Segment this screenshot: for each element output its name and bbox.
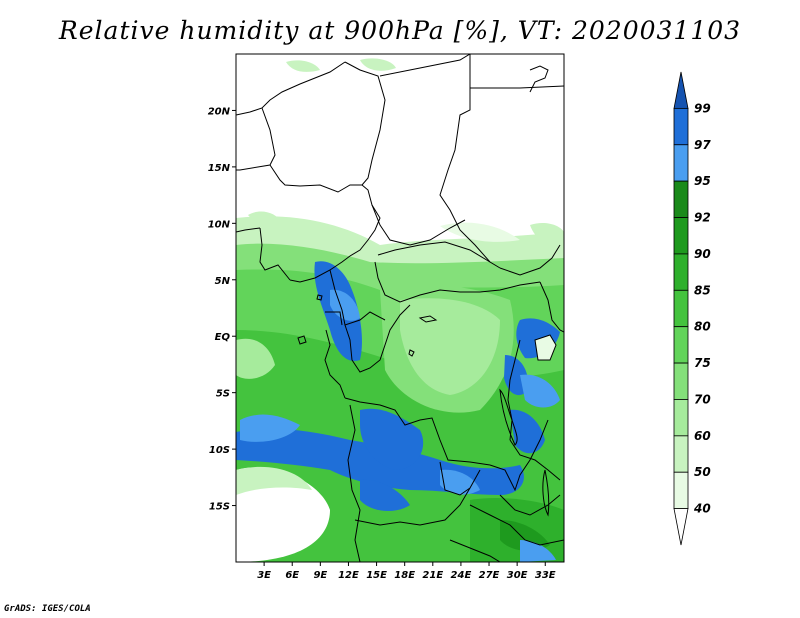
chart-title: Relative humidity at 900hPa [%], VT: 202…: [58, 16, 742, 45]
lon-tick-label: 33E: [535, 570, 556, 581]
colorbar-level-label: 95: [694, 174, 711, 188]
latitude-axis: 20N 15N 10N 5N EQ 5S 10S 15S: [208, 106, 236, 513]
lon-tick-label: 24E: [451, 570, 472, 581]
colorbar-level-label: 40: [693, 502, 711, 516]
colorbar-level-label: 75: [694, 356, 711, 370]
lon-tick-label: 27E: [479, 570, 500, 581]
longitude-axis: 3E 6E 9E 12E 15E 18E 21E 24E 27E 30E 33E: [257, 562, 556, 581]
lon-tick-label: 3E: [257, 570, 271, 581]
lat-tick-label: 5S: [216, 389, 230, 400]
country-borders: [236, 54, 564, 562]
colorbar-swatch: [673, 217, 689, 255]
colorbar-swatch: [673, 362, 689, 400]
lat-tick-label: 10N: [208, 219, 231, 230]
colorbar-swatch: [673, 107, 689, 146]
colorbar-level-label: 90: [694, 247, 711, 261]
map-frame: [235, 53, 565, 563]
software-credit: GrADS: IGES/COLA: [4, 604, 91, 614]
colorbar-swatch: [673, 471, 689, 510]
colorbar-level-label: 80: [694, 320, 711, 334]
lat-tick-label: 15S: [209, 502, 230, 513]
colorbar-level-label: 50: [694, 465, 711, 479]
lon-tick-label: 18E: [394, 570, 415, 581]
lon-tick-label: 6E: [285, 570, 299, 581]
lat-tick-label: 10S: [209, 445, 230, 456]
colorbar-level-label: 99: [694, 101, 711, 115]
lon-tick-label: 30E: [507, 570, 528, 581]
colorbar-level-label: 97: [694, 138, 711, 152]
colorbar-swatch: [673, 508, 689, 546]
colorbar: 99 97 95 92 90 85 80 75 70 60 50 40: [673, 71, 711, 546]
lon-tick-label: 9E: [313, 570, 327, 581]
lat-tick-label: 20N: [208, 106, 231, 117]
lon-tick-label: 15E: [366, 570, 387, 581]
colorbar-swatch: [673, 399, 689, 437]
colorbar-swatch: [673, 435, 689, 473]
lon-tick-label: 12E: [338, 570, 359, 581]
colorbar-swatch: [673, 253, 689, 291]
colorbar-level-label: 70: [694, 392, 711, 406]
colorbar-swatch: [673, 71, 689, 109]
colorbar-level-label: 85: [694, 283, 711, 297]
colorbar-swatch: [673, 289, 689, 328]
lat-tick-label: 5N: [215, 276, 231, 287]
lat-tick-label: EQ: [215, 332, 231, 343]
colorbar-swatch: [673, 326, 689, 364]
humidity-field: [236, 58, 564, 562]
colorbar-level-label: 60: [694, 429, 711, 443]
lat-tick-label: 15N: [208, 163, 231, 174]
colorbar-swatch: [673, 180, 689, 218]
colorbar-swatch: [673, 144, 689, 182]
lon-tick-label: 21E: [422, 570, 443, 581]
colorbar-level-label: 92: [694, 211, 711, 225]
